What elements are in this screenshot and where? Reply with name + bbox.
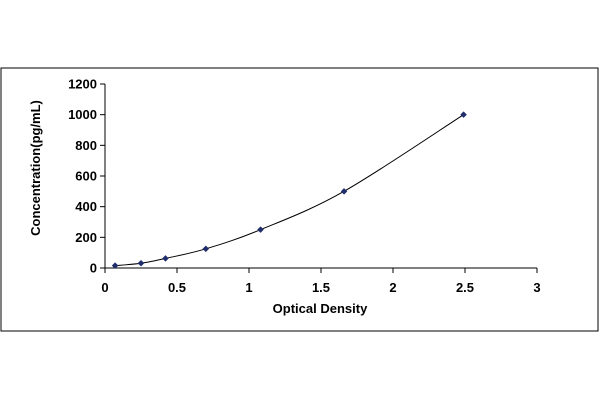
y-tick-label: 200 [75, 230, 97, 245]
x-tick-label: 2 [389, 280, 396, 295]
y-tick-label: 0 [90, 261, 97, 276]
y-tick-label: 600 [75, 169, 97, 184]
x-axis-title: Optical Density [273, 301, 368, 316]
y-tick-label: 1000 [68, 107, 97, 122]
x-tick-label: 0.5 [168, 280, 186, 295]
outer-border [0, 67, 599, 332]
plot-area: 0 200 400 600 800 1000 1200 0 0.5 1 1.5 2 2.5 3 [68, 77, 541, 296]
x-tick-label: 1.5 [312, 280, 330, 295]
data-point [460, 111, 467, 119]
data-point [257, 226, 264, 234]
x-tick-label: 0 [101, 280, 108, 295]
data-point [340, 187, 348, 195]
x-tick-label: 3 [533, 280, 540, 295]
data-point [162, 255, 169, 262]
x-tick-label: 2.5 [456, 280, 474, 295]
y-tick-label: 400 [75, 199, 97, 214]
data-point [111, 262, 119, 269]
y-tick-label: 800 [75, 138, 97, 153]
data-point [202, 245, 210, 253]
y-axis-title: Concentration(pg/mL) [28, 100, 43, 236]
x-tick-label: 1 [245, 280, 252, 295]
y-tick-label: 1200 [68, 77, 97, 92]
data-point [137, 259, 145, 267]
